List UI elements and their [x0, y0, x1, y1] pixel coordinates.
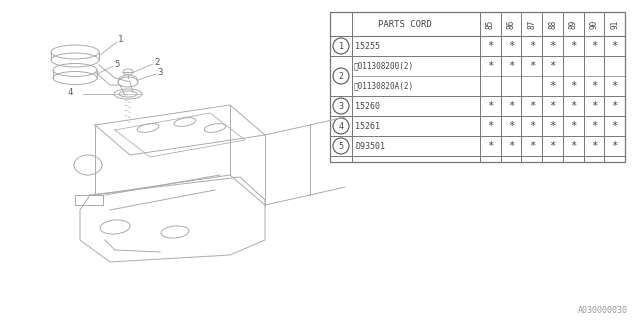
Text: 2: 2	[339, 71, 344, 81]
Text: *: *	[549, 141, 556, 151]
Text: *: *	[487, 41, 493, 51]
Text: 3: 3	[339, 101, 344, 110]
Text: 3: 3	[157, 68, 163, 77]
Text: 1: 1	[118, 35, 124, 44]
Text: *: *	[529, 101, 535, 111]
Text: *: *	[549, 41, 556, 51]
Text: *: *	[529, 61, 535, 71]
Text: 15260: 15260	[355, 101, 380, 110]
Text: *: *	[487, 101, 493, 111]
Text: 1: 1	[339, 42, 344, 51]
Text: 91: 91	[610, 20, 619, 28]
Text: 4: 4	[339, 122, 344, 131]
Text: 5: 5	[339, 141, 344, 150]
Text: *: *	[487, 141, 493, 151]
Text: *: *	[591, 101, 597, 111]
Text: *: *	[611, 81, 618, 91]
Text: Ⓑ01130820A(2): Ⓑ01130820A(2)	[354, 82, 414, 91]
Text: *: *	[591, 121, 597, 131]
Text: 4: 4	[68, 88, 74, 97]
Text: *: *	[549, 81, 556, 91]
Text: A030000030: A030000030	[578, 306, 628, 315]
Text: 15255: 15255	[355, 42, 380, 51]
Text: *: *	[591, 41, 597, 51]
Text: *: *	[611, 141, 618, 151]
Text: *: *	[508, 121, 514, 131]
Text: *: *	[611, 41, 618, 51]
Text: 2: 2	[154, 58, 159, 67]
Text: *: *	[508, 141, 514, 151]
Text: *: *	[611, 101, 618, 111]
Text: 5: 5	[114, 60, 120, 69]
Text: *: *	[508, 101, 514, 111]
Text: PARTS CORD: PARTS CORD	[378, 20, 432, 28]
Text: *: *	[508, 41, 514, 51]
Text: *: *	[549, 121, 556, 131]
Text: *: *	[570, 141, 577, 151]
Text: *: *	[591, 81, 597, 91]
Text: *: *	[570, 101, 577, 111]
Text: 86: 86	[507, 20, 516, 28]
Text: *: *	[487, 61, 493, 71]
Text: *: *	[570, 121, 577, 131]
Text: *: *	[487, 121, 493, 131]
Text: *: *	[570, 41, 577, 51]
Text: *: *	[529, 41, 535, 51]
Text: 88: 88	[548, 20, 557, 28]
Text: *: *	[508, 61, 514, 71]
Text: *: *	[549, 61, 556, 71]
Text: *: *	[529, 141, 535, 151]
Text: 90: 90	[589, 20, 598, 28]
Text: 85: 85	[486, 20, 495, 28]
Text: *: *	[591, 141, 597, 151]
Text: *: *	[611, 121, 618, 131]
Text: 87: 87	[527, 20, 536, 28]
Text: *: *	[549, 101, 556, 111]
Text: *: *	[529, 121, 535, 131]
Text: *: *	[570, 81, 577, 91]
Text: 89: 89	[569, 20, 578, 28]
Text: D93501: D93501	[355, 141, 385, 150]
Text: 15261: 15261	[355, 122, 380, 131]
Bar	[330, 12, 625, 162]
Text: Ⓑ011308200(2): Ⓑ011308200(2)	[354, 61, 414, 70]
